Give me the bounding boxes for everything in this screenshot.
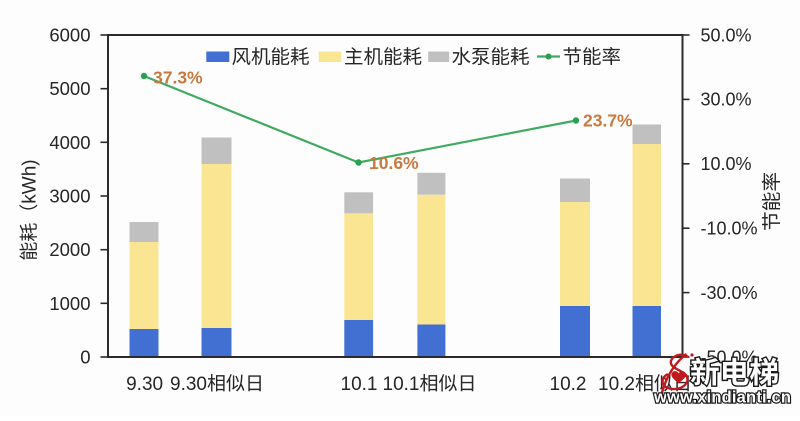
svg-text:23.7%: 23.7% (583, 111, 633, 131)
svg-text:10.6%: 10.6% (369, 153, 419, 173)
svg-text:9.30: 9.30 (126, 374, 163, 395)
svg-text:5000: 5000 (49, 78, 90, 99)
svg-text:9.30: 9.30 (170, 374, 207, 395)
svg-text:10.0%: 10.0% (701, 154, 752, 174)
svg-text:50.0%: 50.0% (701, 25, 752, 45)
svg-text:kWh): kWh) (20, 159, 41, 203)
svg-text:2000: 2000 (49, 239, 90, 260)
svg-text:-10.0%: -10.0% (701, 219, 758, 239)
svg-text:30.0%: 30.0% (701, 90, 752, 110)
svg-text:3000: 3000 (49, 186, 90, 207)
svg-text:1000: 1000 (49, 293, 90, 314)
svg-text:10.1: 10.1 (383, 374, 420, 395)
svg-text:10.1: 10.1 (341, 374, 378, 395)
svg-text:4000: 4000 (49, 132, 90, 153)
svg-text:37.3%: 37.3% (153, 68, 203, 88)
svg-text:10.2: 10.2 (598, 374, 635, 395)
svg-text:www.xindianti.cn: www.xindianti.cn (653, 389, 791, 407)
svg-text:-30.0%: -30.0% (701, 283, 758, 303)
svg-text:0: 0 (80, 347, 90, 368)
svg-text:10.2: 10.2 (550, 374, 587, 395)
svg-text:6000: 6000 (49, 25, 90, 46)
